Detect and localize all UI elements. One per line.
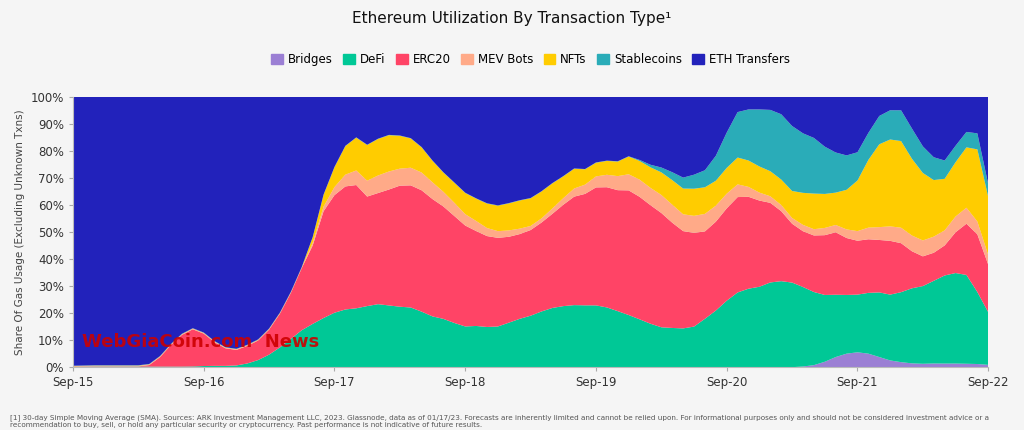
Legend: Bridges, DeFi, ERC20, MEV Bots, NFTs, Stablecoins, ETH Transfers: Bridges, DeFi, ERC20, MEV Bots, NFTs, St… — [266, 49, 795, 71]
Text: Ethereum Utilization By Transaction Type¹: Ethereum Utilization By Transaction Type… — [352, 11, 672, 26]
Y-axis label: Share Of Gas Usage (Excluding Unknown Txns): Share Of Gas Usage (Excluding Unknown Tx… — [15, 109, 25, 355]
Text: [1] 30-day Simple Moving Average (SMA). Sources: ARK Investment Management LLC, : [1] 30-day Simple Moving Average (SMA). … — [10, 414, 989, 428]
Text: WebGiaCoin.com  News: WebGiaCoin.com News — [82, 333, 319, 351]
